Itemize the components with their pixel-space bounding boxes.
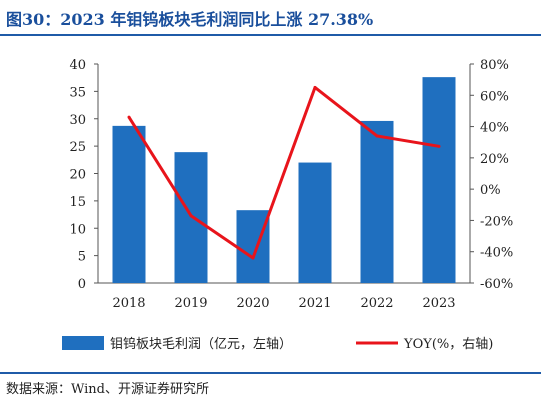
- bar-series: [112, 77, 456, 284]
- bar: [112, 125, 146, 284]
- bar: [422, 77, 456, 283]
- source-rule: [0, 372, 541, 374]
- left-tick-label: 15: [69, 195, 86, 210]
- chart-legend: 钼钨板块毛利润（亿元，左轴） YOY(%，右轴): [62, 336, 493, 352]
- yoy-point: [437, 144, 441, 148]
- right-tick-label: -20%: [480, 214, 513, 229]
- right-tick-label: 40%: [480, 121, 509, 136]
- x-tick-label: 2020: [236, 296, 269, 311]
- x-tick-label: 2023: [422, 296, 455, 311]
- right-tick-label: 80%: [480, 58, 509, 73]
- right-tick-label: 20%: [480, 152, 509, 167]
- right-tick-label: -40%: [480, 246, 513, 261]
- bar: [360, 120, 394, 283]
- source-note: 数据来源：Wind、开源证券研究所: [6, 382, 209, 397]
- left-tick-label: 20: [69, 168, 86, 183]
- right-tick-label: 60%: [480, 89, 509, 104]
- left-tick-label: 35: [69, 85, 86, 100]
- left-tick-label: 5: [78, 250, 86, 265]
- chart-title: 图30：2023 年钼钨板块毛利润同比上涨 27.38%: [6, 10, 374, 29]
- left-tick-label: 40: [69, 58, 86, 73]
- yoy-point: [189, 214, 193, 218]
- yoy-point: [251, 256, 255, 260]
- legend-line-label: YOY(%，右轴): [403, 337, 493, 352]
- x-tick-label: 2022: [360, 296, 393, 311]
- legend-bar-label: 钼钨板块毛利润（亿元，左轴）: [110, 336, 292, 352]
- bar: [174, 152, 208, 283]
- right-tick-label: 0%: [480, 183, 501, 198]
- line-series: [127, 85, 441, 260]
- yoy-line: [127, 85, 440, 260]
- yoy-point: [127, 115, 131, 119]
- right-tick-label: -60%: [480, 277, 513, 292]
- bar: [298, 162, 332, 283]
- combo-chart: 0 5 10 15 20 25 30 35 40 -60% -40% -20% 0% 20% 40% 60% 8…: [62, 58, 513, 352]
- x-tick-label: 2021: [298, 296, 331, 311]
- legend-bar-swatch: [62, 336, 104, 350]
- left-tick-label: 25: [69, 140, 86, 155]
- x-tick-label: 2018: [112, 296, 145, 311]
- bar: [236, 210, 270, 283]
- yoy-point: [313, 85, 317, 89]
- chart-axes: 0 5 10 15 20 25 30 35 40 -60% -40% -20% 0% 20% 40% 60% 8…: [69, 58, 513, 311]
- yoy-point: [375, 134, 379, 138]
- x-tick-label: 2019: [174, 296, 207, 311]
- left-tick-label: 30: [69, 113, 86, 128]
- left-tick-label: 10: [69, 222, 86, 237]
- left-tick-label: 0: [78, 277, 86, 292]
- title-rule: [0, 34, 541, 36]
